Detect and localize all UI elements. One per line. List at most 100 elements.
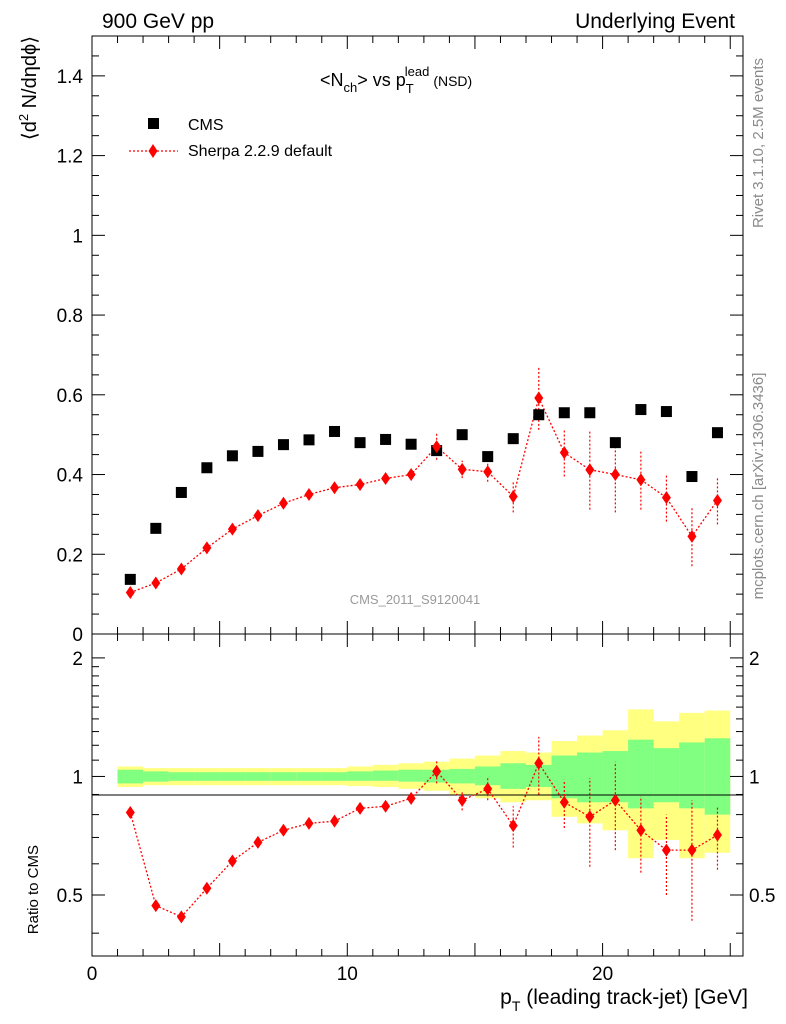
legend-mc-marker: [148, 144, 158, 158]
ratio-mc-point: [559, 795, 569, 809]
cms-point: [558, 407, 570, 419]
cms-point: [686, 471, 698, 483]
mcplots-label: mcplots.cern.ch [arXiv:1306.3436]: [750, 373, 767, 600]
cms-point: [329, 425, 341, 437]
mc-point: [636, 473, 646, 487]
mc-point: [151, 576, 161, 590]
ratio-data-marks: [125, 736, 722, 924]
ratio-mc-point: [355, 801, 365, 815]
rivet-label: Rivet 3.1.10, 2.5M events: [750, 58, 767, 228]
mc-point: [585, 463, 595, 477]
ratio-y-tick-label-left: 0.5: [57, 886, 83, 907]
mc-point: [406, 468, 416, 482]
ratio-y-tick-label-right: 1: [749, 767, 760, 788]
mc-point: [712, 493, 722, 507]
cms-point: [175, 486, 187, 498]
ratio-mc-point: [585, 810, 595, 824]
ratio-panel: 0.5 0.51 12 20 10 20 Ratio to CMS pT (leading…: [25, 633, 775, 1014]
mc-point: [278, 496, 288, 510]
mc-point: [253, 509, 263, 523]
mc-point: [227, 522, 237, 536]
mc-point: [610, 468, 620, 482]
main-y-tick-label: 1.4: [57, 67, 84, 88]
cms-point: [482, 451, 494, 463]
ratio-mc-point: [151, 899, 161, 913]
ratio-mc-point: [202, 881, 212, 895]
cms-point: [252, 445, 264, 457]
ratio-mc-point: [278, 823, 288, 837]
cms-point: [303, 434, 315, 446]
ratio-mc-point: [176, 910, 186, 924]
legend-cms-marker: [148, 118, 159, 129]
cms-point: [507, 433, 519, 445]
ratio-mc-line: [129, 761, 718, 918]
ratio-stat-band: [679, 742, 705, 809]
mc-point: [176, 562, 186, 576]
ratio-mc-point: [636, 823, 646, 837]
plot-title-start: <N: [320, 70, 344, 90]
plot-title-mid: > vs p: [357, 70, 406, 90]
ratio-stat-band: [219, 772, 246, 781]
ratio-stat-band: [270, 772, 297, 781]
ratio-mc-point: [227, 854, 237, 868]
ratio-stat-band: [194, 772, 220, 781]
cms-point: [150, 522, 162, 534]
cms-point: [660, 406, 672, 418]
ratio-stat-band: [347, 771, 373, 781]
ratio-mc-point: [610, 793, 620, 807]
mc-line: [130, 396, 719, 594]
legend-cms-label: CMS: [188, 117, 224, 134]
cms-point: [201, 462, 213, 474]
ratio-y-tick-label-left: 2: [72, 649, 83, 670]
legend: CMS Sherpa 2.2.9 default: [129, 117, 333, 160]
ratio-mc-point: [406, 791, 416, 805]
ratio-mc-point: [483, 782, 493, 796]
cms-point: [635, 404, 647, 416]
ratio-frame: [91, 633, 744, 957]
ratio-y-tick-label-left: 1: [72, 767, 83, 788]
main-y-label-pre: ⟨d: [19, 121, 41, 140]
ratio-stat-band: [296, 772, 322, 781]
main-y-tick-labels: 0 0.2 0.4 0.6 0.8 1 1.2 1.4: [57, 67, 84, 646]
mc-point: [508, 489, 518, 503]
ratio-y-tick-label-right: 0.5: [749, 886, 775, 907]
ratio-stat-band: [500, 763, 526, 789]
ratio-mc-point: [381, 799, 391, 813]
cms-point: [584, 407, 596, 419]
ratio-stat-band: [117, 769, 144, 784]
ratio-mc-point: [304, 816, 314, 830]
ratio-mc-point: [253, 835, 263, 849]
ratio-mc-point: [432, 764, 442, 778]
cms-point: [711, 427, 723, 439]
plot-title: <Nch> vs pTlead(NSD): [320, 64, 472, 96]
mc-point: [661, 491, 671, 505]
x-tick-label: 0: [87, 964, 98, 985]
cms-point: [405, 438, 417, 450]
main-y-label-sup: 2: [16, 114, 31, 121]
ratio-mc-point: [457, 793, 467, 807]
main-y-tick-label: 0.2: [57, 545, 83, 566]
cms-point: [533, 409, 545, 421]
ratio-mc-point: [687, 843, 697, 857]
ratio-stat-band: [449, 768, 475, 784]
main-panel: 0 0.2 0.4 0.6 0.8 1 1.2 1.4 CMS_2011_S9120041 <…: [16, 35, 744, 646]
ratio-mc-point: [712, 828, 722, 842]
cms-point: [380, 433, 392, 445]
ratio-mc-point: [534, 756, 544, 770]
watermark: CMS_2011_S9120041: [350, 592, 481, 607]
mc-point: [330, 481, 340, 495]
plot-title-sub2: T: [406, 81, 414, 96]
ratio-mc-point: [508, 819, 518, 833]
ratio-mc-point: [330, 814, 340, 828]
main-data-marks: [124, 366, 723, 600]
mc-point: [381, 472, 391, 486]
ratio-stat-band: [526, 764, 552, 788]
x-axis-label: pT (leading track-jet) [GeV]: [500, 986, 748, 1014]
ratio-axis-ticks: [91, 634, 743, 956]
mc-point: [457, 462, 467, 476]
mc-point: [483, 465, 493, 479]
ratio-stat-band: [168, 772, 195, 781]
x-label-sub: T: [512, 998, 521, 1014]
main-y-tick-label: 0: [72, 625, 83, 646]
